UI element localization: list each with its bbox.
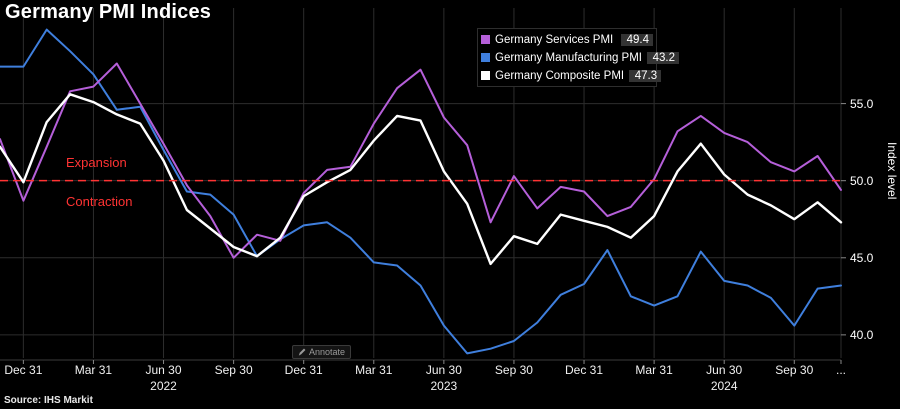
legend-item[interactable]: Germany Services PMI 49.4 bbox=[481, 31, 653, 48]
x-tick-label: Jun 30 bbox=[145, 363, 182, 377]
legend-item[interactable]: Germany Composite PMI 47.3 bbox=[481, 67, 662, 84]
x-tick-label: Jun 30 bbox=[425, 363, 462, 377]
composite-pmi-line bbox=[0, 93, 843, 266]
chart-title: Germany PMI Indices bbox=[5, 1, 212, 23]
legend-value: 43.2 bbox=[647, 51, 680, 64]
series-lines bbox=[0, 28, 843, 355]
legend-swatch-icon bbox=[481, 35, 490, 44]
legend-item[interactable]: Germany Manufacturing PMI 43.2 bbox=[481, 49, 680, 66]
services-pmi-line bbox=[0, 62, 842, 259]
x-tick-label: Sep 30 bbox=[214, 363, 253, 377]
legend-value: 49.4 bbox=[621, 33, 653, 46]
x-tick-label: ... bbox=[835, 363, 847, 377]
legend-swatch-icon bbox=[481, 71, 490, 80]
legend-label: Germany Composite PMI bbox=[495, 69, 625, 82]
y-tick-label: 50.0 bbox=[850, 173, 874, 188]
x-tick-label: Jun 30 bbox=[706, 363, 743, 377]
legend-label: Germany Services PMI bbox=[495, 33, 614, 46]
manufacturing-pmi-line bbox=[0, 28, 842, 355]
x-tick-label: Dec 31 bbox=[284, 363, 323, 377]
contraction-label: Contraction bbox=[66, 194, 133, 209]
legend-label: Germany Manufacturing PMI bbox=[495, 51, 643, 64]
x-tick-label: Dec 31 bbox=[565, 363, 604, 377]
axis-lines bbox=[0, 103, 846, 364]
year-label: 2022 bbox=[150, 379, 177, 393]
y-tick-label: 55.0 bbox=[850, 96, 874, 111]
y-axis-title: Index level bbox=[885, 142, 899, 200]
chart-legend: Germany Services PMI 49.4 Germany Manufact… bbox=[477, 28, 680, 87]
expansion-label: Expansion bbox=[66, 155, 127, 170]
x-tick-label: Mar 31 bbox=[635, 363, 673, 377]
x-tick-label: Sep 30 bbox=[775, 363, 814, 377]
annotate-label: Annotate bbox=[309, 347, 346, 357]
year-label: 2024 bbox=[710, 379, 738, 393]
x-tick-label: Dec 31 bbox=[4, 363, 43, 377]
year-label: 2023 bbox=[430, 379, 458, 393]
y-tick-label: 40.0 bbox=[850, 327, 874, 342]
y-tick-label: 45.0 bbox=[850, 250, 874, 265]
gridlines bbox=[0, 8, 842, 358]
annotate-button[interactable]: Annotate bbox=[292, 345, 352, 359]
legend-value: 47.3 bbox=[629, 69, 662, 82]
pencil-icon bbox=[298, 348, 306, 356]
x-tick-label: Mar 31 bbox=[355, 363, 393, 377]
source-credit: Source: IHS Markit bbox=[4, 395, 93, 406]
x-tick-label: Sep 30 bbox=[494, 363, 533, 377]
legend-swatch-icon bbox=[481, 53, 490, 62]
x-tick-label: Mar 31 bbox=[74, 363, 113, 377]
